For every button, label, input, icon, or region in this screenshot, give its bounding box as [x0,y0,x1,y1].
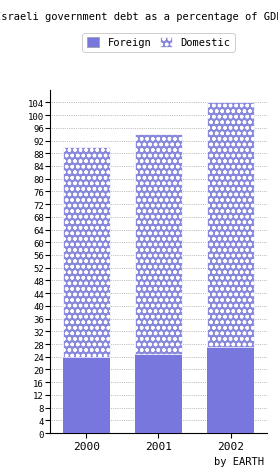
Legend: Foreign, Domestic: Foreign, Domestic [82,34,235,52]
Bar [207,347,254,433]
Bar [135,135,182,354]
Bar [207,103,254,347]
Bar [63,357,110,433]
Bar [135,354,182,433]
Bar [63,148,110,357]
Text: by EARTH: by EARTH [214,456,264,466]
Text: Israeli government debt as a percentage of GDP: Israeli government debt as a percentage … [0,12,278,22]
